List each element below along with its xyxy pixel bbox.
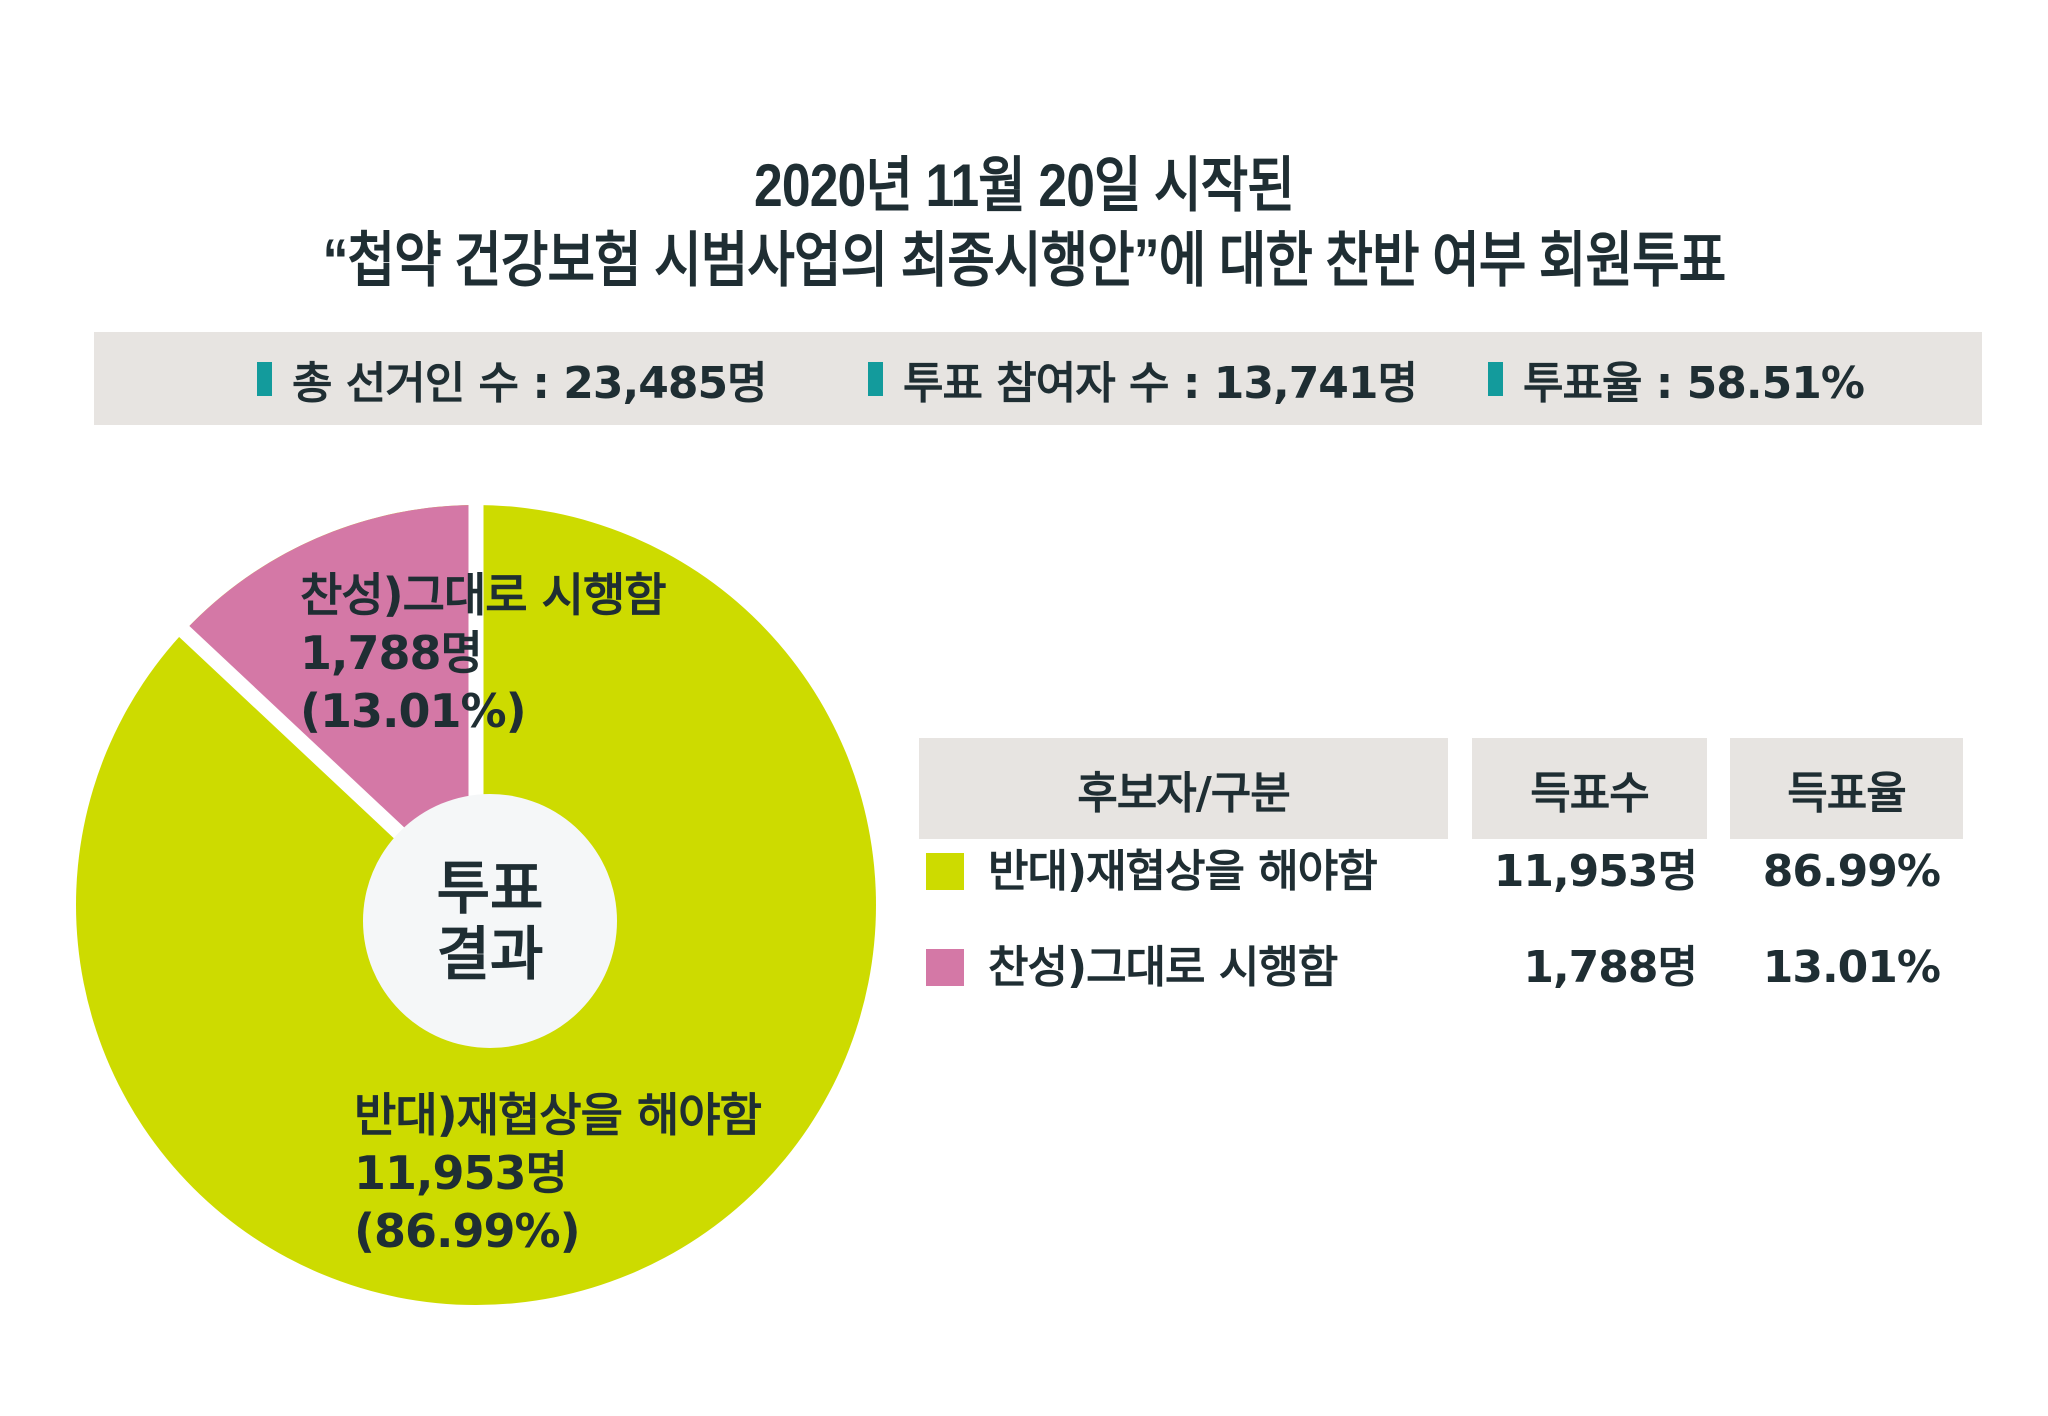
row-name: 반대)재협상을 해야함 [988, 846, 1378, 897]
pie-label-oppose: 반대)재협상을 해야함 11,953명 (86.99%) [354, 1086, 762, 1260]
donut-center-label: 투표 결과 [363, 794, 617, 1048]
pie-slice-support [184, 504, 476, 905]
table-row: 반대)재협상을 해야함 11,953명 86.99% [919, 842, 1963, 902]
row-pct: 86.99% [1762, 846, 1941, 897]
stat-total-electors-text: 총 선거인 수 : 23,485명 [292, 357, 768, 409]
pie-label-support-pct: (13.01%) [300, 684, 527, 738]
teal-marker-icon [257, 361, 272, 396]
stat-participants: 투표 참여자 수 : 13,741명 [868, 332, 1418, 425]
pie-label-support-count: 1,788명 [300, 626, 483, 680]
stat-total-electors: 총 선거인 수 : 23,485명 [257, 332, 768, 425]
row-pct: 13.01% [1762, 942, 1941, 993]
pie-label-support-name: 찬성)그대로 시행함 [300, 568, 667, 622]
table-row: 찬성)그대로 시행함 1,788명 13.01% [919, 938, 1963, 998]
pie-label-support: 찬성)그대로 시행함 1,788명 (13.01%) [300, 566, 667, 740]
pie-label-oppose-name: 반대)재협상을 해야함 [354, 1088, 762, 1142]
legend-swatch-oppose [926, 853, 964, 890]
stat-turnout-text: 투표율 : 58.51% [1523, 357, 1865, 409]
teal-marker-icon [1488, 361, 1503, 396]
table-header-rate: 득표율 [1730, 738, 1963, 839]
donut-center-circle [363, 794, 617, 1048]
legend-swatch-support [926, 949, 964, 986]
table-header-votes: 득표수 [1472, 738, 1707, 839]
stat-turnout: 투표율 : 58.51% [1488, 332, 1865, 425]
table-header-candidate: 후보자/구분 [919, 738, 1448, 839]
pie-label-oppose-pct: (86.99%) [354, 1204, 581, 1258]
teal-marker-icon [868, 361, 883, 396]
row-count: 11,953명 [1493, 846, 1698, 897]
row-name: 찬성)그대로 시행함 [988, 942, 1338, 993]
center-label-line2: 결과 [436, 920, 544, 988]
row-count: 1,788명 [1523, 942, 1698, 993]
pie-label-oppose-count: 11,953명 [354, 1146, 568, 1200]
stat-participants-text: 투표 참여자 수 : 13,741명 [903, 357, 1418, 409]
chart-title-line1: 2020년 11월 20일 시작된 [754, 152, 1295, 219]
chart-title-line2: “첩약 건강보험 시범사업의 최종시행안”에 대한 찬반 여부 회원투표 [322, 227, 1727, 294]
summary-stats-bar: 총 선거인 수 : 23,485명 투표 참여자 수 : 13,741명 투표율… [94, 332, 1982, 425]
center-label-line1: 투표 [436, 854, 544, 922]
